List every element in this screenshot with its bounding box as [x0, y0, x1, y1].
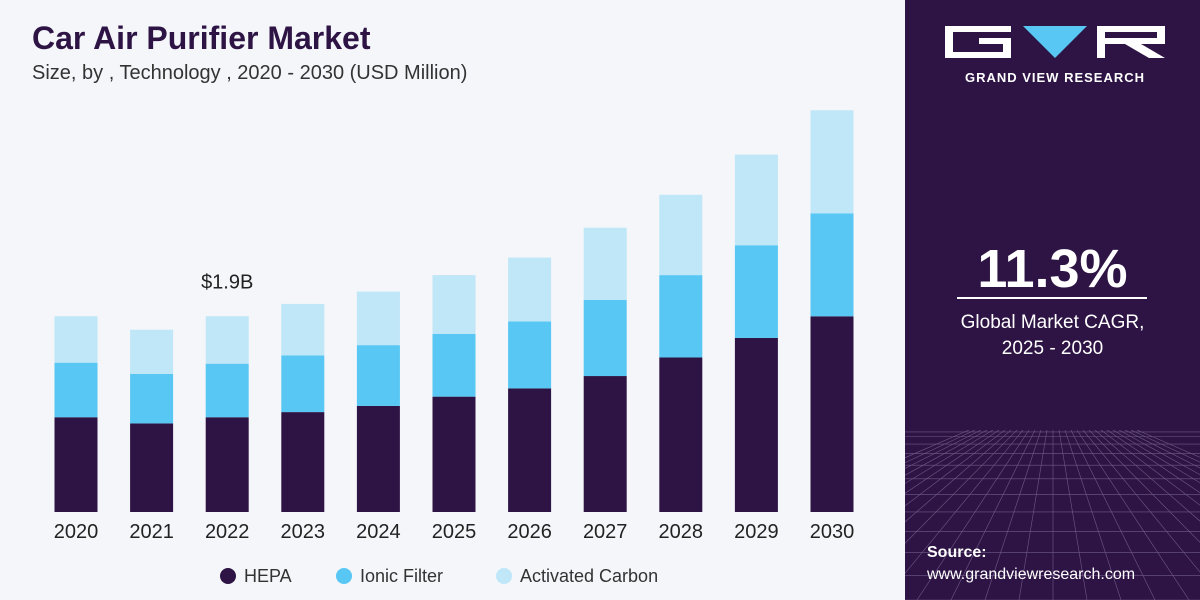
- grid-line: [905, 430, 1006, 507]
- x-tick-label-2026: 2026: [507, 521, 552, 543]
- grid-line: [1106, 430, 1200, 494]
- grid-line: [905, 430, 988, 476]
- bar-segment-ionic-filter-2022: [205, 363, 249, 418]
- legend-label-hepa: HEPA: [244, 566, 292, 586]
- bar-segment-ionic-filter-2021: [130, 373, 174, 424]
- bar-segment-hepa-2027: [583, 376, 627, 512]
- bar-segment-activated-carbon-2022: [205, 316, 249, 364]
- grid-line: [984, 430, 1042, 600]
- grid-line: [1094, 430, 1200, 522]
- cagr-label: Global Market CAGR, 2025 - 2030: [905, 310, 1200, 362]
- bar-segment-activated-carbon-2024: [356, 291, 400, 346]
- x-tick-label-2030: 2030: [810, 521, 855, 543]
- x-tick-label-2027: 2027: [583, 521, 628, 543]
- bar-chart: 2020 2021 2022 2023 2024 2025 2026 2027 2028 2029…: [54, 110, 855, 586]
- bar-segment-ionic-filter-2030: [810, 213, 854, 317]
- grid-line: [905, 430, 982, 469]
- bar-segment-activated-carbon-2029: [734, 154, 778, 246]
- grid-line: [1130, 430, 1200, 463]
- grid-line: [905, 430, 976, 464]
- grid-line: [1088, 430, 1200, 543]
- x-tick-label-2022: 2022: [205, 521, 250, 543]
- x-tick-label-2024: 2024: [356, 521, 401, 543]
- bar-segment-hepa-2022: [205, 417, 249, 512]
- x-tick-label-2023: 2023: [281, 521, 326, 543]
- x-tick-label-2020: 2020: [54, 521, 99, 543]
- x-tick-label-2028: 2028: [659, 521, 704, 543]
- source-label: Source:: [927, 544, 987, 561]
- grid-line: [905, 430, 1024, 574]
- grid-line: [1136, 430, 1200, 458]
- bar-segment-ionic-filter-2025: [432, 333, 476, 397]
- bar-segment-ionic-filter-2026: [508, 321, 552, 389]
- cagr-label-line2: 2025 - 2030: [1001, 338, 1104, 359]
- grid-line: [1018, 430, 1048, 600]
- x-tick-label-2029: 2029: [734, 521, 779, 543]
- chart-title: Car Air Purifier Market: [32, 20, 371, 56]
- grid-line: [1118, 430, 1200, 476]
- x-tick-label-2025: 2025: [432, 521, 477, 543]
- grid-line: [905, 430, 1018, 544]
- bar-segment-hepa-2024: [356, 405, 400, 512]
- bar-segment-ionic-filter-2029: [734, 245, 778, 338]
- cagr-value: 11.3%: [977, 239, 1128, 299]
- grid-line: [905, 430, 1012, 523]
- bar-segment-hepa-2030: [810, 316, 854, 512]
- bar-segment-activated-carbon-2028: [659, 194, 703, 276]
- bar-segment-hepa-2026: [508, 388, 552, 512]
- legend-marker-activated-carbon: [496, 568, 512, 584]
- legend-label-activated-carbon: Activated Carbon: [520, 566, 658, 586]
- bar-segment-ionic-filter-2023: [281, 355, 325, 413]
- grid-line: [916, 430, 1030, 600]
- bar-segment-activated-carbon-2030: [810, 110, 854, 214]
- chart-panel: Car Air Purifier Market Size, by , Techn…: [32, 20, 855, 586]
- bar-segment-ionic-filter-2027: [583, 299, 627, 377]
- bar-segment-hepa-2023: [281, 412, 325, 512]
- bar-segment-hepa-2028: [659, 357, 703, 512]
- bar-segment-ionic-filter-2028: [659, 275, 703, 358]
- logo-text: GRAND VIEW RESEARCH: [964, 70, 1146, 85]
- legend-label-ionic-filter: Ionic Filter: [360, 566, 443, 586]
- x-tick-label-2021: 2021: [129, 521, 174, 543]
- bar-segment-activated-carbon-2026: [508, 257, 552, 322]
- bar-segment-activated-carbon-2027: [583, 227, 627, 300]
- cagr-divider: [957, 297, 1147, 299]
- bar-segment-activated-carbon-2023: [281, 303, 325, 356]
- bar-segment-hepa-2025: [432, 396, 476, 512]
- cagr-label-line1: Global Market CAGR,: [960, 312, 1145, 333]
- bar-segment-activated-carbon-2020: [54, 316, 98, 363]
- source-url[interactable]: www.grandviewresearch.com: [927, 566, 1136, 583]
- grid-line: [1124, 430, 1200, 469]
- grid-line: [1076, 430, 1190, 600]
- grid-line: [905, 430, 1000, 494]
- decorative-grid: [905, 430, 1200, 600]
- bar-segment-ionic-filter-2024: [356, 345, 400, 406]
- bar-segment-hepa-2020: [54, 417, 98, 512]
- grid-line: [1058, 430, 1088, 600]
- legend-marker-hepa: [220, 568, 236, 584]
- bar-segment-activated-carbon-2021: [130, 329, 174, 374]
- data-label-2022: $1.9B: [201, 271, 253, 293]
- bar-segment-hepa-2021: [130, 423, 174, 512]
- bar-segment-ionic-filter-2020: [54, 362, 98, 418]
- grid-line: [905, 430, 994, 484]
- bar-segment-hepa-2029: [734, 337, 778, 512]
- grid-line: [950, 430, 1036, 600]
- grid-line: [1064, 430, 1122, 600]
- grid-line: [1112, 430, 1200, 484]
- grid-line: [1100, 430, 1200, 506]
- grand-view-research-logo: [945, 26, 1165, 58]
- grid-line: [1070, 430, 1156, 600]
- bar-segment-activated-carbon-2025: [432, 275, 476, 334]
- chart-subtitle: Size, by , Technology , 2020 - 2030 (USD…: [32, 62, 468, 84]
- legend-marker-ionic-filter: [336, 568, 352, 584]
- sidebar-panel: GRAND VIEW RESEARCH 11.3% Global Market …: [905, 0, 1200, 600]
